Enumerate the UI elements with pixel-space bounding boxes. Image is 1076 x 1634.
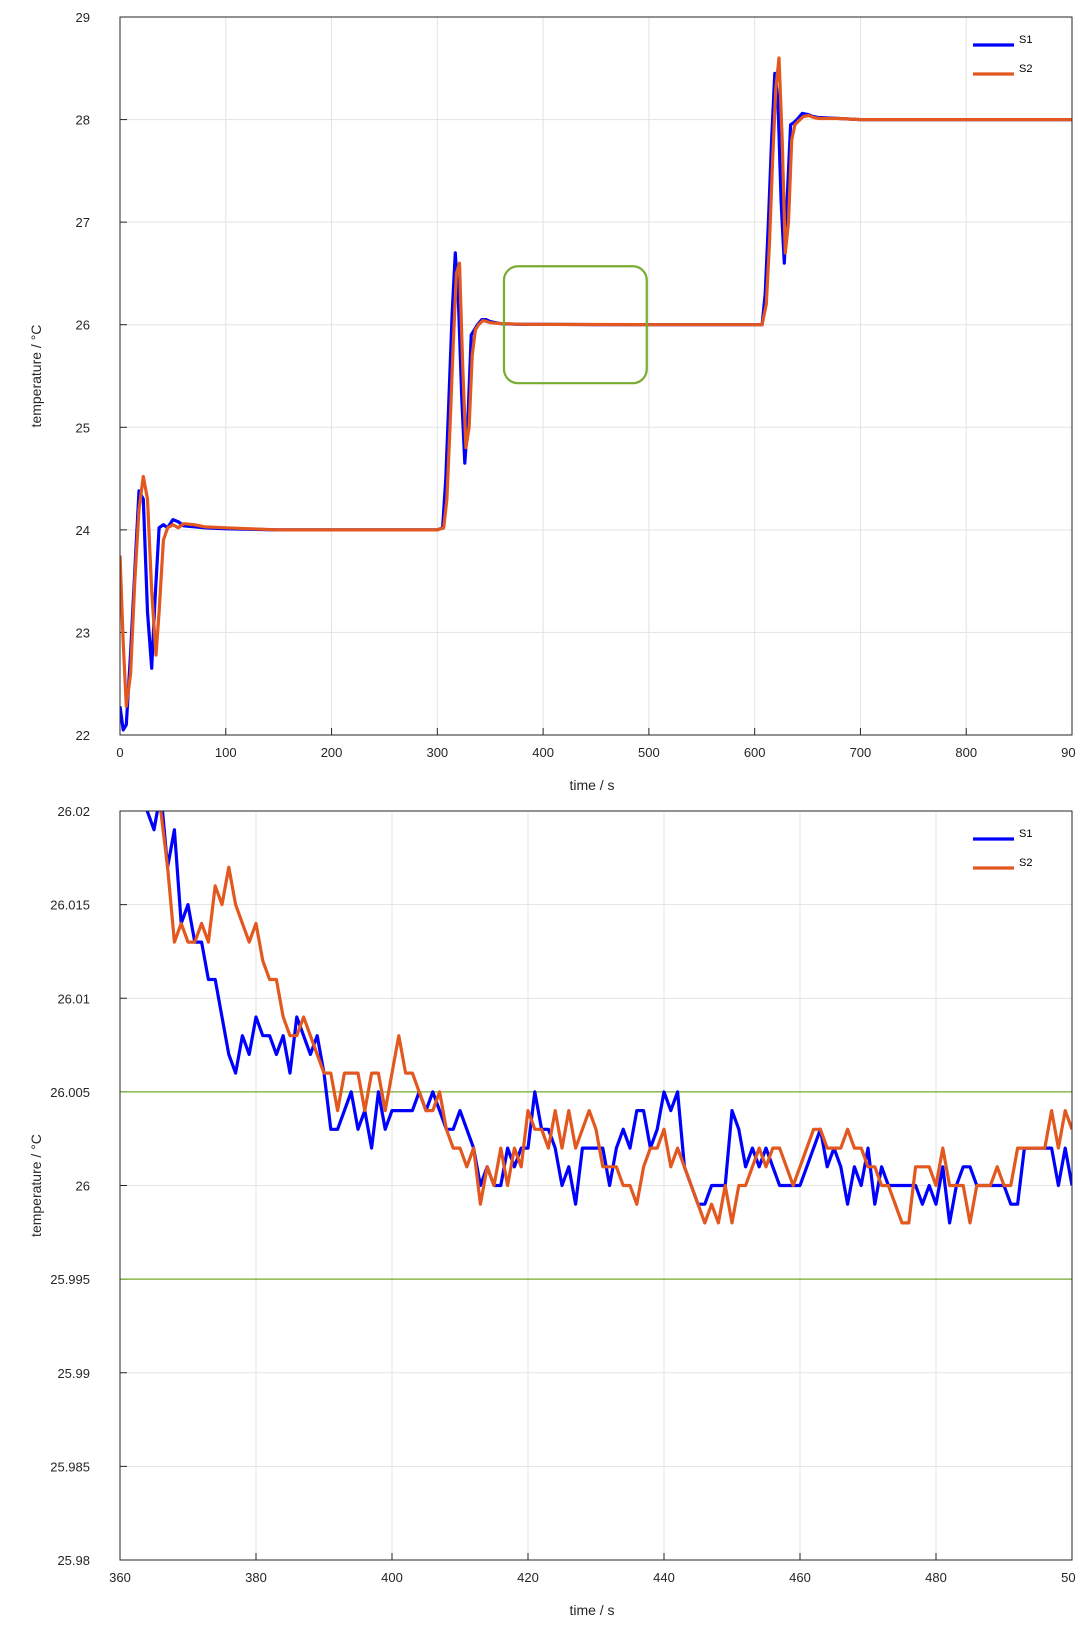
x-tick-label: 100 [215, 745, 237, 760]
x-tick-label: 420 [517, 1570, 539, 1585]
x-tick-label: 460 [789, 1570, 811, 1585]
y-tick-label: 26.015 [50, 898, 90, 913]
x-tick-label: 200 [321, 745, 343, 760]
plot-top: 0 100 200 300 400 500 600 700 800 900 22 23 24 25 26 27… [28, 10, 1076, 793]
y-tick-label: 24 [76, 523, 90, 538]
x-tick-label: 360 [109, 1570, 131, 1585]
x-tick-label: 300 [426, 745, 448, 760]
legend-label-s1: S1 [1019, 828, 1032, 840]
y-tick-label: 25.985 [50, 1459, 90, 1474]
series-line-s2 [120, 56, 1072, 708]
x-tick-label: 700 [850, 745, 872, 760]
y-tick-label: 25.995 [50, 1272, 90, 1287]
x-tick-label: 0 [116, 745, 123, 760]
legend-label-s1: S1 [1019, 34, 1032, 46]
y-tick-label: 25.99 [57, 1366, 90, 1381]
y-tick-label: 26.005 [50, 1085, 90, 1100]
x-tick-label: 400 [532, 745, 554, 760]
axes-frame [119, 16, 1073, 736]
x-tick-label: 500 [638, 745, 660, 760]
y-tick-label: 26 [76, 318, 90, 333]
y-tick-label: 28 [76, 113, 90, 128]
y-axis-label: temperature / °C [28, 325, 44, 428]
legend-label-s2: S2 [1019, 857, 1032, 869]
series-line-s2 [159, 811, 1072, 1225]
y-tick-label: 22 [76, 728, 90, 743]
x-tick-label: 800 [955, 745, 977, 760]
legend: S1 S2 [973, 828, 1032, 870]
x-tick-label: 400 [381, 1570, 403, 1585]
plot-area [120, 17, 1072, 735]
x-tick-label: 480 [925, 1570, 947, 1585]
y-tick-label: 26.02 [57, 804, 90, 819]
x-axis-label: time / s [569, 1602, 614, 1618]
x-tick-label: 500 [1061, 1570, 1076, 1585]
y-tick-label: 23 [76, 625, 90, 640]
y-tick-label: 25.98 [57, 1553, 90, 1568]
y-tick-label: 26.01 [57, 991, 90, 1006]
y-axis-label: temperature / °C [28, 1134, 44, 1237]
x-tick-label: 600 [744, 745, 766, 760]
y-tick-label: 25 [76, 420, 90, 435]
axes-frame [119, 810, 1073, 1561]
x-tick-label: 440 [653, 1570, 675, 1585]
series-line-s1 [120, 71, 1072, 732]
y-tick-label: 26 [76, 1179, 90, 1194]
x-tick-label: 900 [1061, 745, 1076, 760]
x-tick-label: 380 [245, 1570, 267, 1585]
x-axis-label: time / s [569, 777, 614, 793]
y-tick-label: 27 [76, 215, 90, 230]
y-tick-label: 29 [76, 10, 90, 25]
highlight-box [502, 265, 648, 385]
series-line-s1 [145, 811, 1072, 1225]
legend: S1 S2 [973, 34, 1032, 76]
plot-bottom: 360 380 400 420 440 460 480 500 25.98 25.985 25.99… [28, 804, 1076, 1618]
legend-label-s2: S2 [1019, 63, 1032, 75]
